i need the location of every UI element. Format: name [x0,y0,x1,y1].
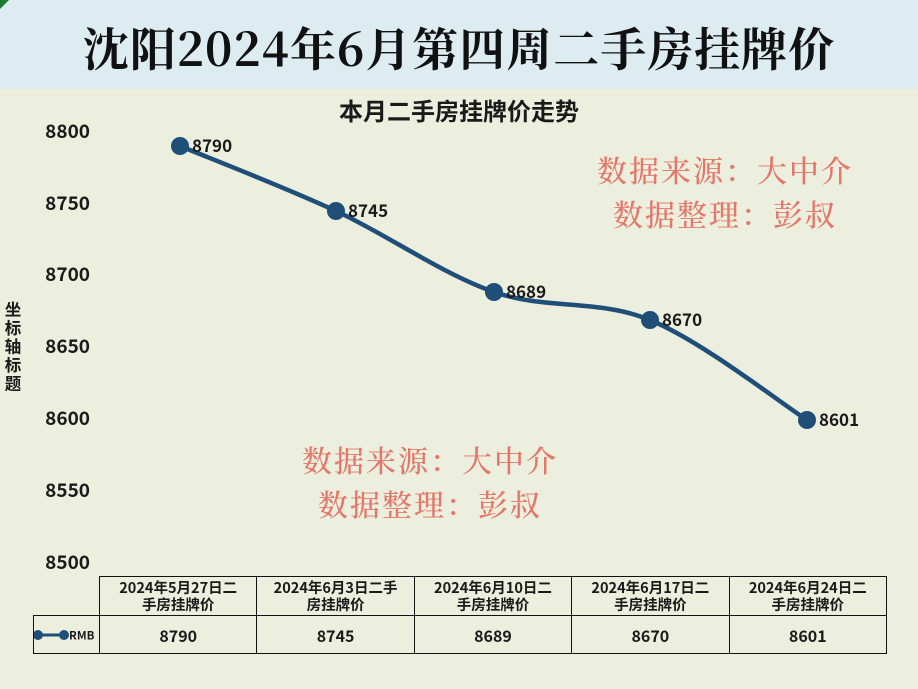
svg-text:8601: 8601 [819,406,859,431]
svg-text:8670: 8670 [662,306,702,331]
svg-text:8745: 8745 [348,197,388,222]
svg-text:8790: 8790 [192,132,232,157]
svg-text:RMB: RMB [69,628,95,644]
svg-text:8689: 8689 [506,278,546,303]
